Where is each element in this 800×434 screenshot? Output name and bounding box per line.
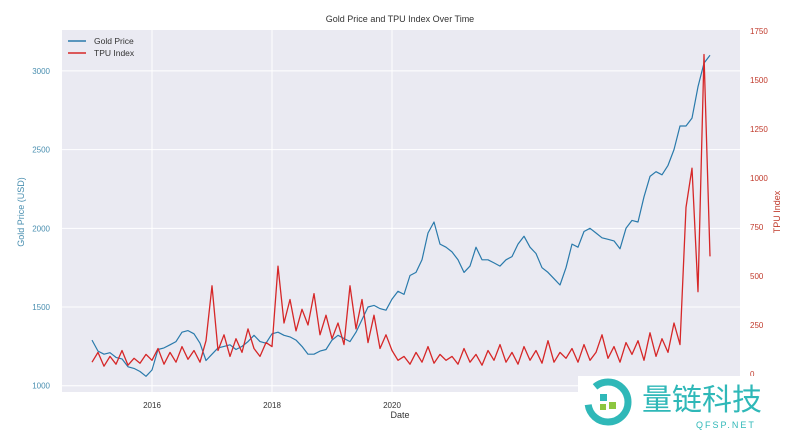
y-tick-label-left: 1500	[32, 303, 50, 312]
y-tick-label-right: 0	[750, 370, 755, 379]
series-lines	[91, 53, 711, 377]
y-tick-label-right: 1500	[750, 76, 768, 85]
axes: 2016 2018 2020 1000 1500 2000 2500 3000 0 250 500 7…	[32, 27, 768, 410]
legend: Gold Price TPU Index	[68, 36, 135, 58]
legend-label-gold: Gold Price	[94, 36, 134, 46]
watermark-text: 量链科技	[642, 384, 762, 417]
plot-area	[62, 30, 740, 392]
x-tick-label: 2016	[143, 401, 161, 410]
y-axis-label-left: Gold Price (USD)	[16, 177, 26, 247]
chart-title: Gold Price and TPU Index Over Time	[326, 14, 474, 24]
x-tick-label: 2018	[263, 401, 281, 410]
y-axis-label-right: TPU Index	[772, 190, 782, 233]
tpu-index-line	[91, 53, 711, 367]
watermark-logo: 量链科技 QFSP.NET	[578, 376, 800, 434]
x-tick-label: 2020	[383, 401, 401, 410]
watermark-sub: QFSP.NET	[696, 420, 756, 430]
gridlines	[62, 30, 740, 392]
gold-price-line	[91, 54, 711, 377]
y-tick-label-right: 1250	[750, 125, 768, 134]
y-tick-label-right: 500	[750, 272, 764, 281]
y-tick-label-right: 1750	[750, 27, 768, 36]
y-tick-label-left: 2000	[32, 224, 50, 233]
y-tick-label-right: 1000	[750, 174, 768, 183]
y-tick-label-right: 750	[750, 223, 764, 232]
y-tick-label-right: 250	[750, 321, 764, 330]
x-axis-label: Date	[390, 410, 409, 420]
y-tick-label-left: 3000	[32, 67, 50, 76]
legend-label-tpu: TPU Index	[94, 48, 135, 58]
y-tick-label-left: 1000	[32, 382, 50, 391]
y-tick-label-left: 2500	[32, 146, 50, 155]
